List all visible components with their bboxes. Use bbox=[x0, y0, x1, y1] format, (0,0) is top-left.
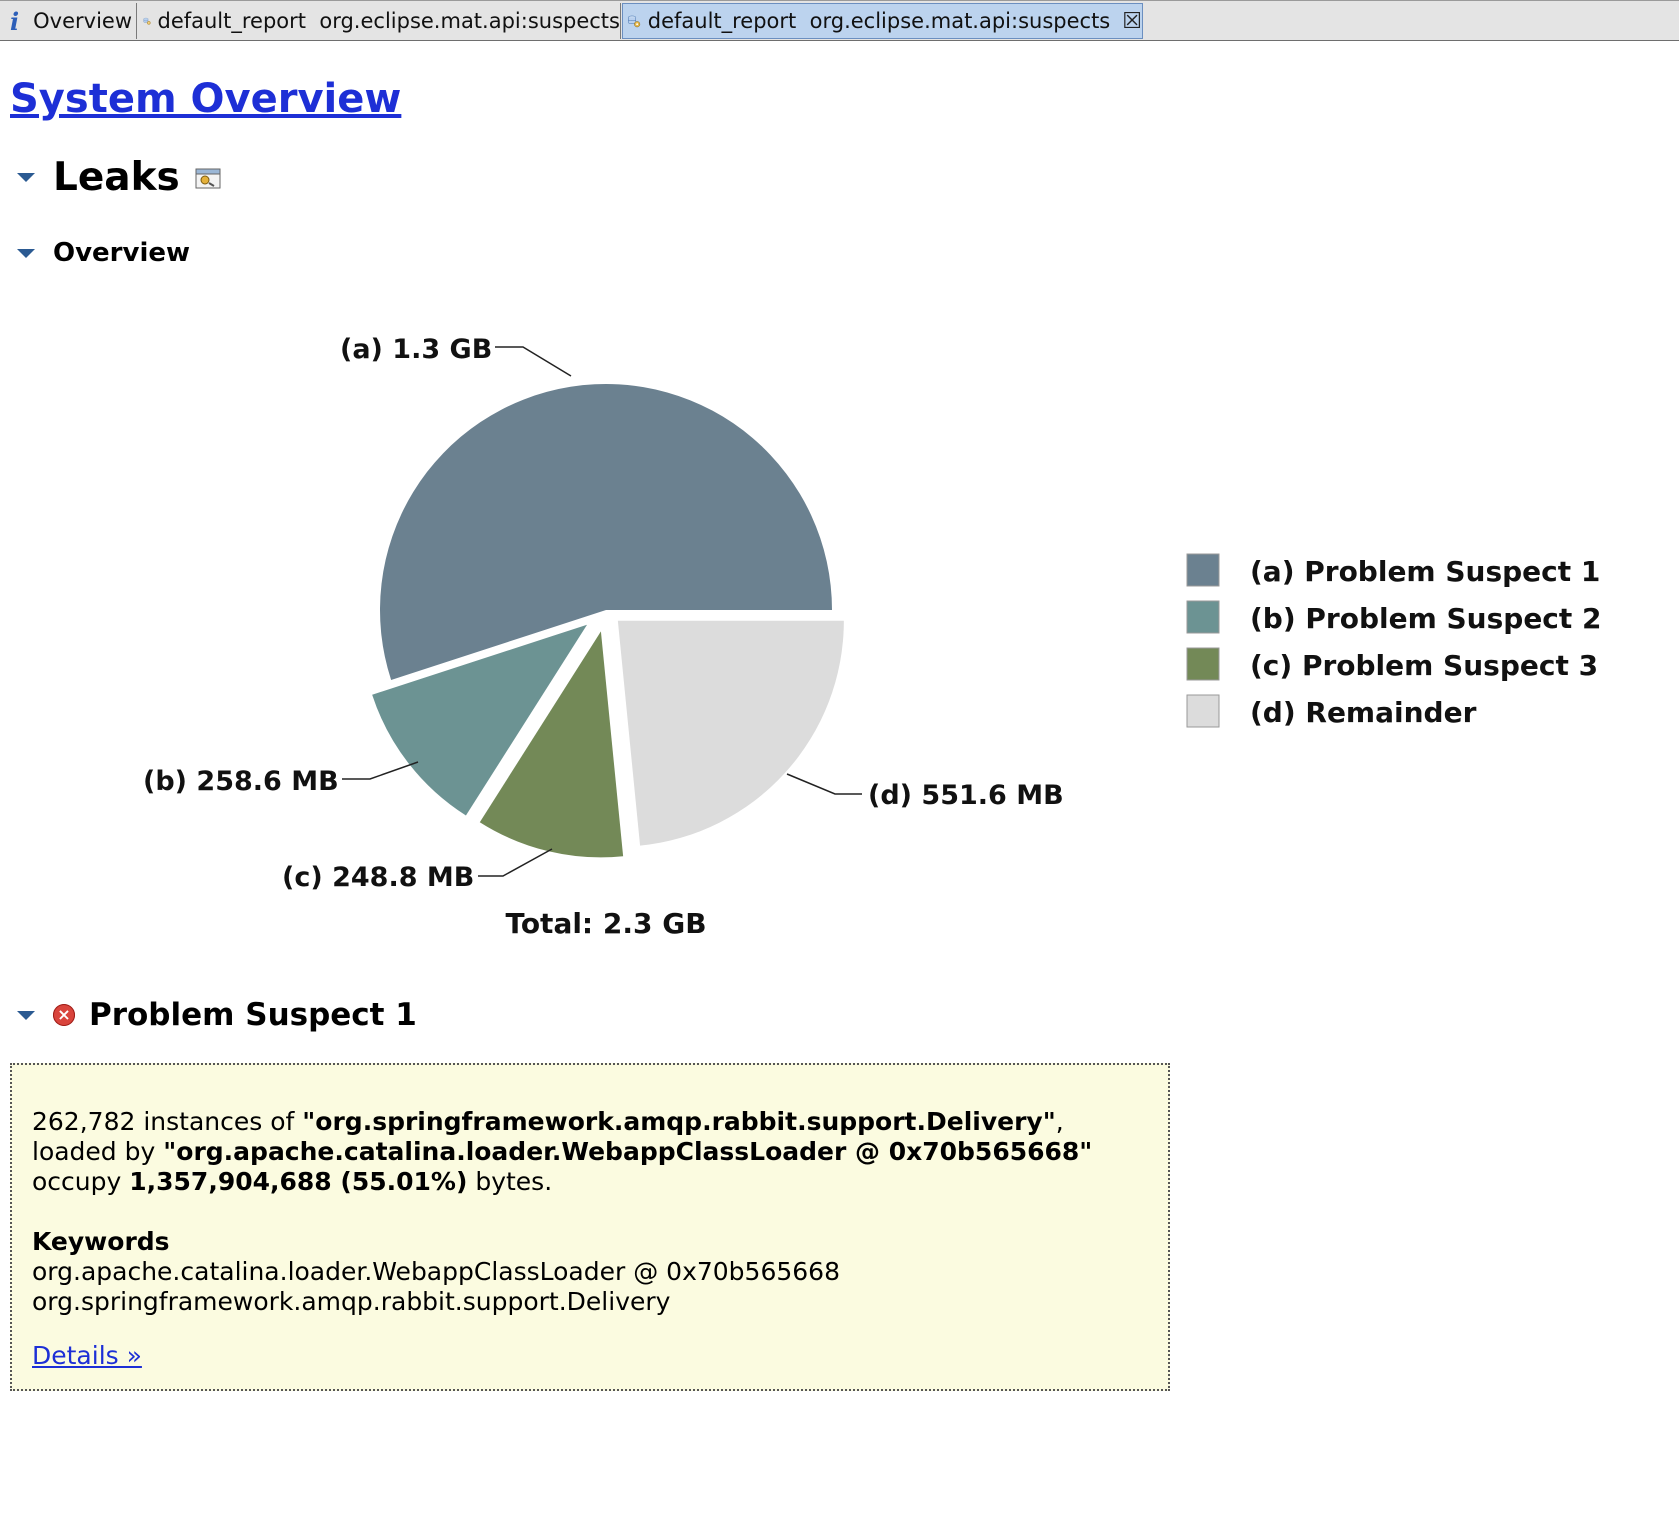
suspect-description: 262,782 instances of "org.springframewor… bbox=[32, 1107, 1148, 1197]
slice-value-label: (c) 248.8 MB bbox=[282, 862, 474, 893]
legend-entry: (d) Remainder bbox=[1250, 696, 1477, 729]
tab-default-report-2[interactable]: default_report org.eclipse.mat.api:suspe… bbox=[622, 3, 1143, 39]
editor-tab-bar: i Overview default_report org.eclipse.ma… bbox=[0, 0, 1679, 41]
details-link[interactable]: Details » bbox=[32, 1341, 142, 1370]
leaks-heading: Leaks bbox=[53, 155, 180, 200]
report-icon bbox=[628, 15, 641, 28]
leaks-section-header[interactable]: Leaks bbox=[17, 155, 224, 200]
pie-slice bbox=[617, 620, 844, 846]
legend-swatch bbox=[1186, 694, 1220, 728]
tab-overview[interactable]: i Overview bbox=[0, 3, 137, 39]
expand-collapse-icon[interactable] bbox=[17, 1010, 35, 1020]
slice-leader-line bbox=[495, 346, 572, 377]
instance-count: 262,782 bbox=[32, 1107, 136, 1136]
report-icon bbox=[143, 17, 151, 25]
slice-value-label: (a) 1.3 GB bbox=[340, 334, 492, 365]
tab-label: Overview bbox=[33, 9, 132, 33]
desc-text: instances of bbox=[135, 1107, 303, 1136]
expand-collapse-icon[interactable] bbox=[17, 248, 35, 258]
pie-slice bbox=[372, 624, 588, 816]
suspect-description-box: 262,782 instances of "org.springframewor… bbox=[10, 1063, 1170, 1391]
error-icon: × bbox=[53, 1004, 75, 1026]
pie-slice bbox=[380, 384, 832, 681]
slice-leader-line bbox=[786, 773, 862, 795]
overview-section-header[interactable]: Overview bbox=[17, 238, 190, 268]
tab-default-report-1[interactable]: default_report org.eclipse.mat.api:suspe… bbox=[137, 3, 621, 39]
query-icon[interactable] bbox=[194, 165, 224, 191]
problem-suspect-heading: Problem Suspect 1 bbox=[89, 997, 417, 1033]
desc-text: bytes. bbox=[467, 1167, 553, 1196]
class-name: "org.springframework.amqp.rabbit.support… bbox=[302, 1107, 1056, 1136]
slice-leader-line bbox=[342, 761, 419, 780]
close-tab-icon[interactable]: ☒ bbox=[1122, 8, 1142, 34]
keywords-title: Keywords bbox=[32, 1227, 170, 1256]
tab-label: default_report org.eclipse.mat.api:suspe… bbox=[157, 9, 620, 33]
system-overview-link[interactable]: System Overview bbox=[10, 76, 402, 122]
retained-bytes: 1,357,904,688 (55.01%) bbox=[129, 1167, 468, 1196]
legend-entry: (b) Problem Suspect 2 bbox=[1250, 602, 1602, 635]
problem-suspect-1-header[interactable]: × Problem Suspect 1 bbox=[17, 997, 417, 1033]
desc-text: occupy bbox=[32, 1167, 130, 1196]
desc-text: , loaded by bbox=[32, 1107, 1064, 1166]
keyword-item: org.apache.catalina.loader.WebappClassLo… bbox=[32, 1257, 840, 1286]
legend-entry: (c) Problem Suspect 3 bbox=[1250, 649, 1598, 682]
legend-swatch bbox=[1186, 553, 1220, 587]
legend-entry: (a) Problem Suspect 1 bbox=[1250, 555, 1600, 588]
legend-swatch bbox=[1186, 647, 1220, 681]
chart-total-label: Total: 2.3 GB bbox=[505, 907, 706, 940]
class-loader: "org.apache.catalina.loader.WebappClassL… bbox=[163, 1137, 1093, 1166]
tab-label: default_report org.eclipse.mat.api:suspe… bbox=[647, 9, 1111, 33]
legend-swatch bbox=[1186, 600, 1220, 634]
info-icon: i bbox=[10, 6, 20, 36]
slice-value-label: (b) 258.6 MB bbox=[143, 766, 339, 797]
pie-slice bbox=[479, 631, 624, 858]
overview-heading: Overview bbox=[53, 238, 191, 268]
keyword-item: org.springframework.amqp.rabbit.support.… bbox=[32, 1287, 671, 1316]
slice-value-label: (d) 551.6 MB bbox=[868, 780, 1064, 811]
slice-leader-line bbox=[478, 848, 553, 877]
leak-suspects-pie-chart: (a) 1.3 GB (b) 258.6 MB (c) 248.8 MB (d) 55… bbox=[143, 334, 1602, 940]
expand-collapse-icon[interactable] bbox=[17, 173, 35, 182]
